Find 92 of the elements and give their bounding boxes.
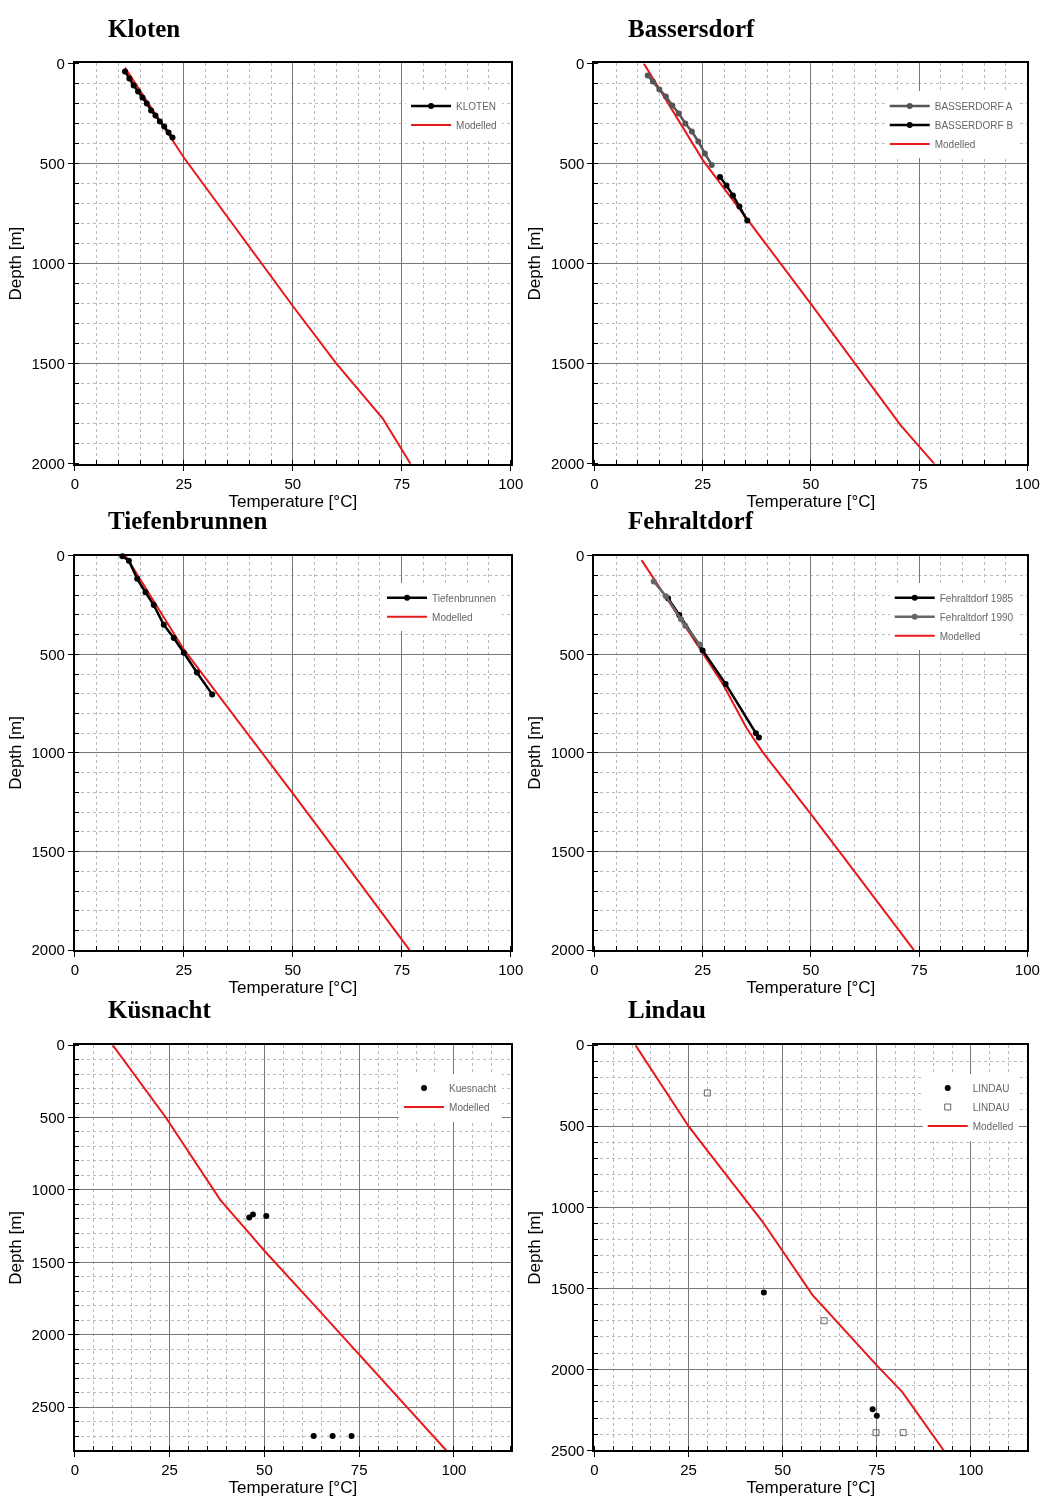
chart-title: Kloten <box>108 15 181 42</box>
x-axis-title: Temperature [°C] <box>746 1478 876 1498</box>
legend-label: LINDAU <box>972 1101 1010 1113</box>
y-tick-label: 0 <box>56 546 65 564</box>
x-tick-label: 25 <box>161 1461 178 1479</box>
y-axis-title: Depth [m] <box>5 226 25 301</box>
x-tick-label: 50 <box>284 961 302 979</box>
y-axis-title: Depth [m] <box>5 1210 25 1285</box>
x-tick-label: 0 <box>590 961 599 979</box>
x-tick-label: 50 <box>256 1461 273 1479</box>
y-tick-label: 1500 <box>31 842 65 860</box>
legend-label: Kuesnacht <box>449 1082 497 1094</box>
y-tick-label: 2000 <box>31 941 65 959</box>
y-tick-label: 500 <box>39 154 65 172</box>
y-axis-title: Depth [m] <box>525 716 545 790</box>
y-tick-label: 1000 <box>551 744 585 762</box>
y-tick-label: 0 <box>56 54 65 72</box>
legend-label: Modelled <box>432 611 473 623</box>
y-tick-label: 1000 <box>31 744 65 762</box>
legend-label: Modelled <box>456 119 497 131</box>
y-tick-label: 1000 <box>31 1181 65 1199</box>
y-tick-label: 2500 <box>31 1398 65 1416</box>
legend-label: Tiefenbrunnen <box>432 592 497 604</box>
y-tick-label: 2000 <box>551 1360 585 1378</box>
y-axis-title: Depth [m] <box>5 716 25 790</box>
legend-label: Modelled <box>972 1120 1014 1132</box>
y-tick-label: 500 <box>559 1117 585 1135</box>
x-tick-label: 0 <box>70 1461 80 1479</box>
x-tick-label: 50 <box>774 1461 792 1479</box>
x-tick-label: 100 <box>958 1461 984 1479</box>
legend-label: LINDAU <box>972 1082 1010 1094</box>
y-tick-label: 2500 <box>551 1441 585 1459</box>
x-axis-title: Temperature [°C] <box>228 491 358 511</box>
chart-title: Lindau <box>628 996 706 1023</box>
x-tick-label: 75 <box>350 1461 368 1479</box>
y-tick-label: 1500 <box>551 1279 585 1297</box>
y-tick-label: 2000 <box>551 455 585 473</box>
legend-label: Fehraltdorf 1985 <box>939 592 1014 604</box>
x-tick-label: 25 <box>694 961 711 979</box>
y-tick-label: 1000 <box>551 1198 585 1216</box>
x-axis-title: Temperature [°C] <box>228 1478 358 1498</box>
y-tick-label: 0 <box>576 546 585 564</box>
x-tick-label: 100 <box>441 1461 467 1479</box>
x-axis-title: Temperature [°C] <box>746 978 876 998</box>
legend-label: BASSERDORF A <box>934 100 1013 112</box>
x-tick-label: 25 <box>680 1461 697 1479</box>
y-tick-label: 1000 <box>31 254 65 272</box>
y-tick-label: 500 <box>39 1108 65 1126</box>
x-tick-label: 25 <box>175 474 193 492</box>
legend-label: Modelled <box>939 630 981 642</box>
x-tick-label: 100 <box>498 961 524 979</box>
y-tick-label: 500 <box>559 645 585 663</box>
y-tick-label: 2000 <box>31 455 65 473</box>
x-tick-label: 100 <box>498 474 524 492</box>
y-tick-label: 1500 <box>551 354 585 372</box>
legend-label: Modelled <box>934 138 976 150</box>
x-axis-title: Temperature [°C] <box>228 978 358 998</box>
y-tick-label: 1500 <box>31 354 65 372</box>
y-tick-label: 0 <box>576 1036 585 1054</box>
y-tick-label: 1500 <box>551 842 585 860</box>
x-tick-label: 75 <box>393 961 411 979</box>
legend-label: BASSERDORF B <box>934 119 1014 131</box>
y-tick-label: 2000 <box>31 1325 65 1343</box>
x-tick-label: 100 <box>1014 474 1040 492</box>
y-tick-label: 0 <box>56 1036 65 1054</box>
x-tick-label: 75 <box>393 474 411 492</box>
legend-label: Modelled <box>449 1101 490 1113</box>
x-tick-label: 50 <box>284 474 302 492</box>
x-tick-label: 50 <box>802 474 820 492</box>
x-tick-label: 0 <box>590 474 599 492</box>
y-axis-title: Depth [m] <box>525 1210 545 1285</box>
y-tick-label: 0 <box>576 54 585 72</box>
x-tick-label: 25 <box>694 474 711 492</box>
x-tick-label: 0 <box>70 961 80 979</box>
x-tick-label: 50 <box>802 961 820 979</box>
x-tick-label: 0 <box>70 474 80 492</box>
y-tick-label: 500 <box>39 645 65 663</box>
x-tick-label: 0 <box>590 1461 599 1479</box>
legend-label: KLOTEN <box>456 100 497 112</box>
y-tick-label: 500 <box>559 154 585 172</box>
x-tick-label: 75 <box>910 961 928 979</box>
legend-label: Fehraltdorf 1990 <box>939 611 1014 623</box>
x-tick-label: 100 <box>1014 961 1040 979</box>
y-tick-label: 1000 <box>551 254 585 272</box>
x-tick-label: 75 <box>910 474 928 492</box>
y-tick-label: 1500 <box>31 1253 65 1271</box>
x-tick-label: 25 <box>175 961 193 979</box>
chart-title: Bassersdorf <box>628 15 756 42</box>
y-axis-title: Depth [m] <box>525 226 545 301</box>
y-tick-label: 2000 <box>551 941 585 959</box>
x-tick-label: 75 <box>868 1461 886 1479</box>
chart-title: Küsnacht <box>108 996 212 1023</box>
